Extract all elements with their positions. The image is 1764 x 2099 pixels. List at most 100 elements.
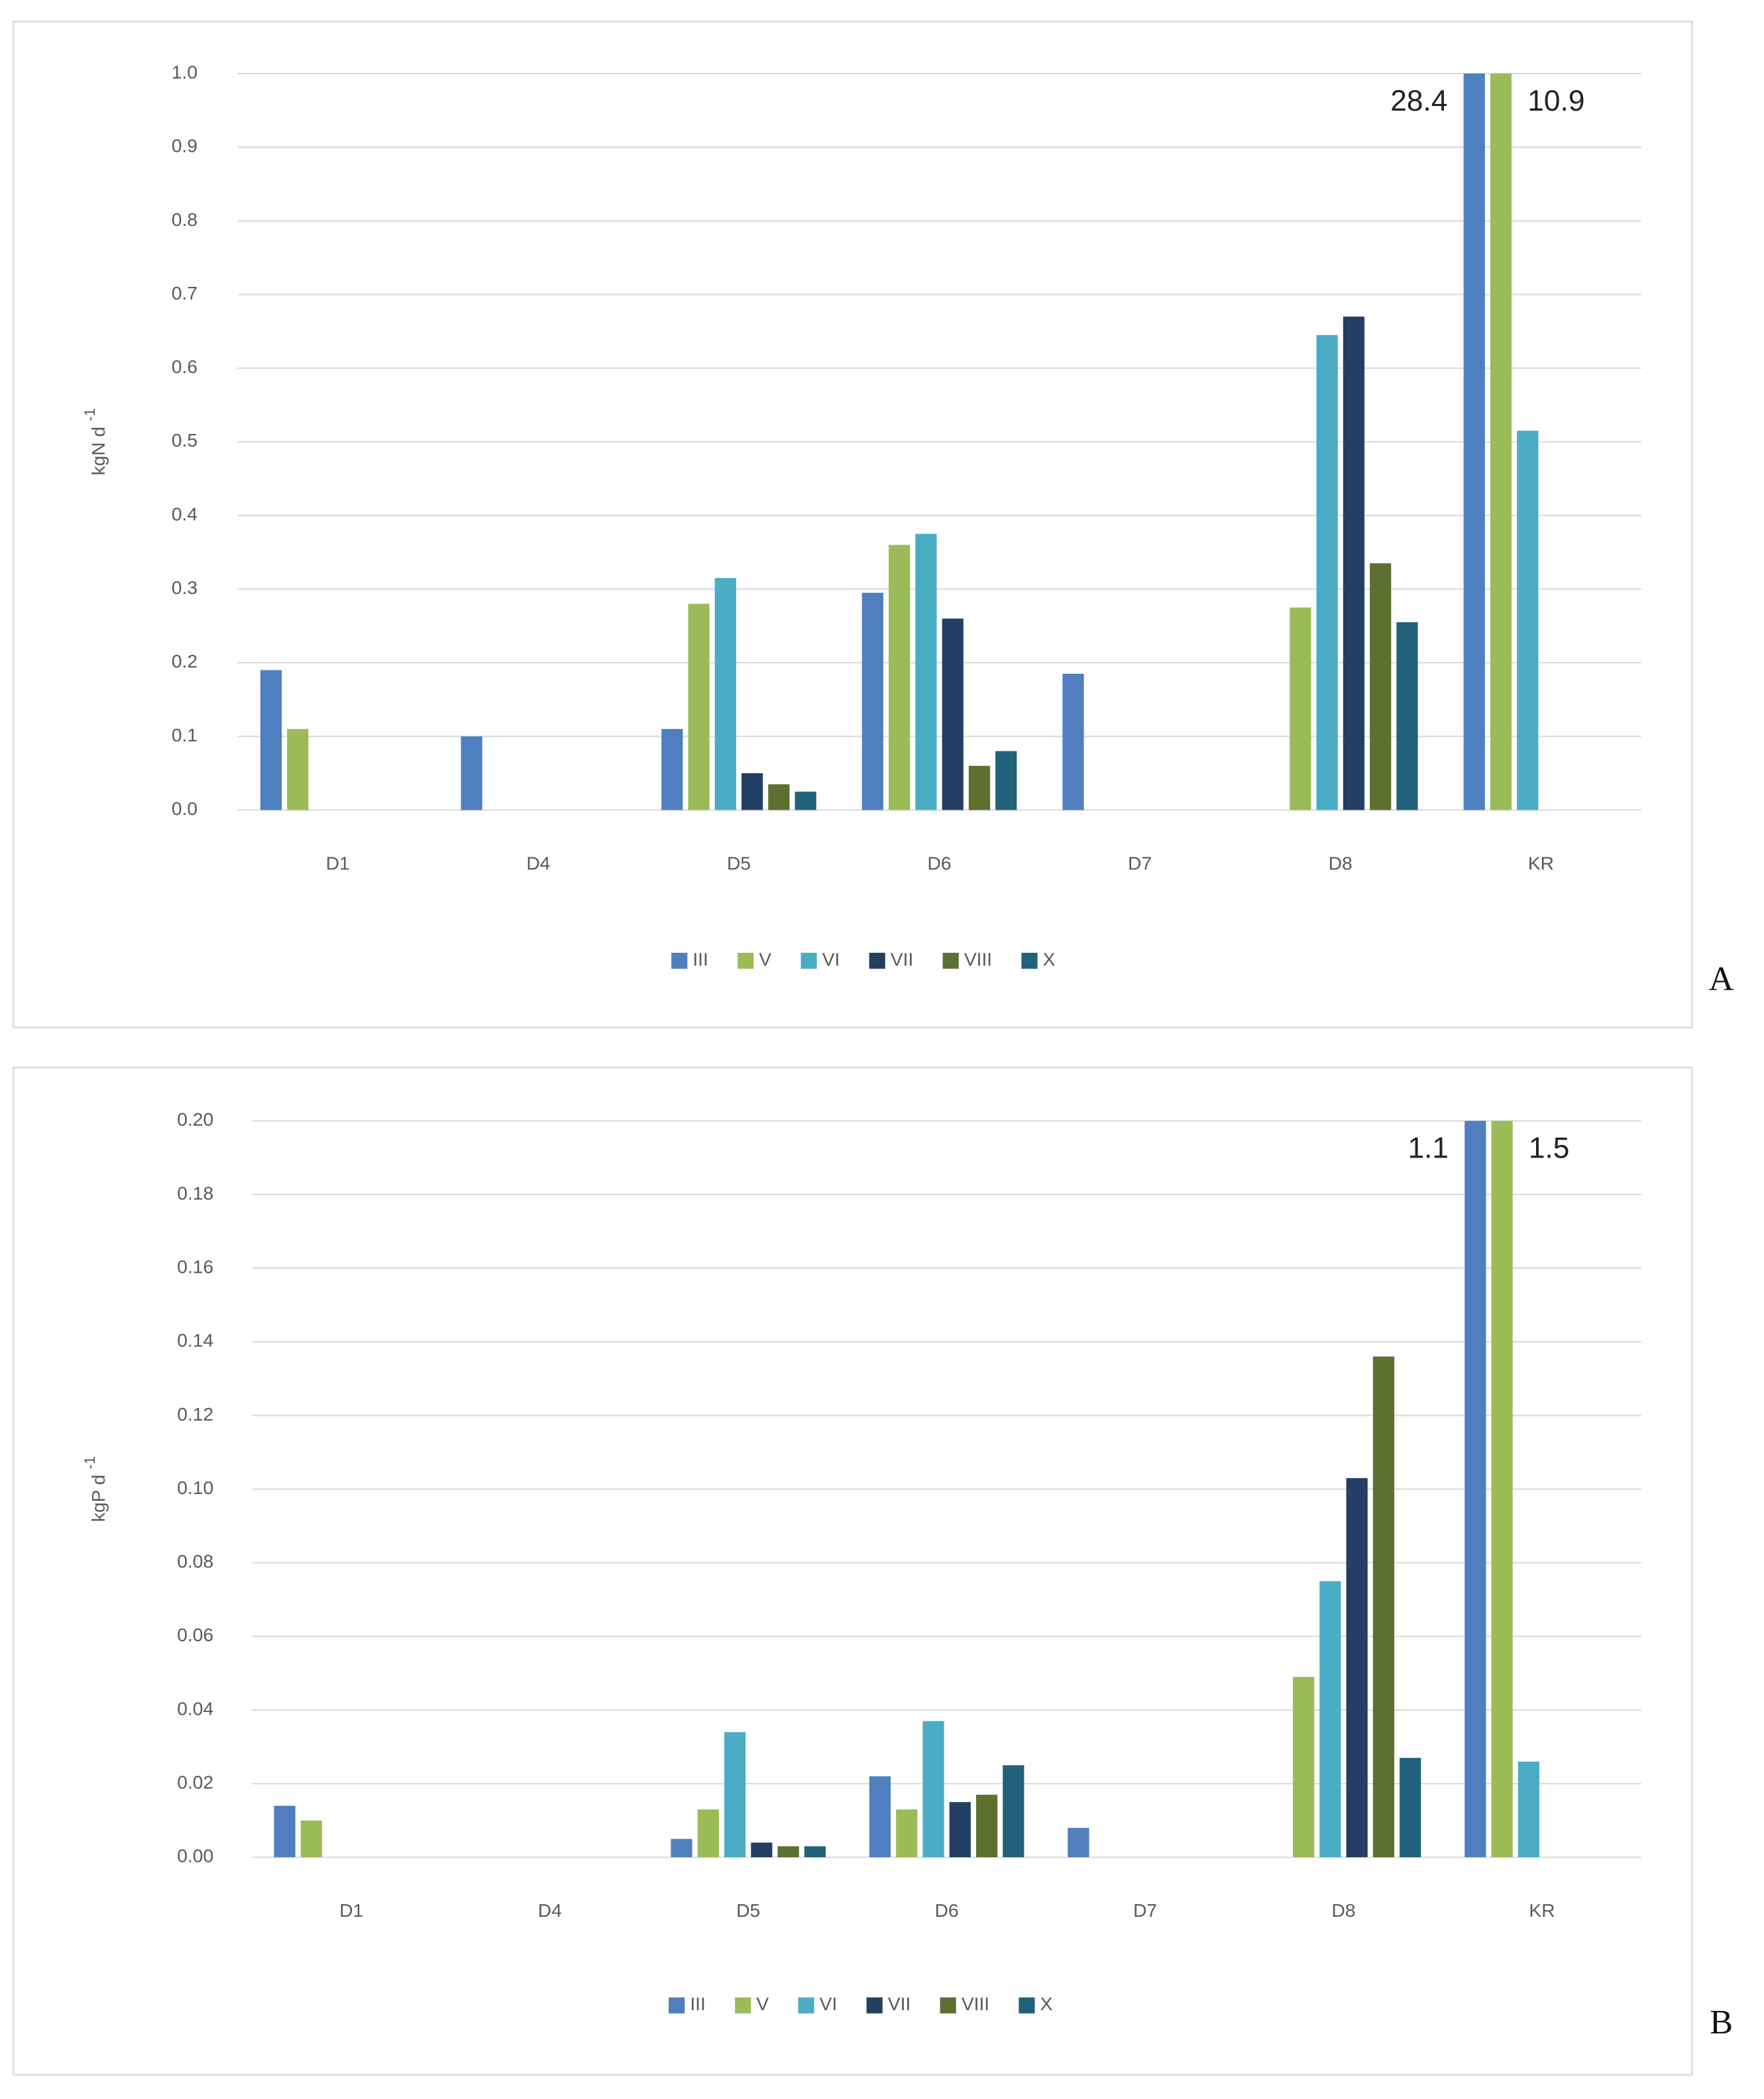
bar — [915, 533, 937, 810]
y-tick-label: 0.7 — [172, 282, 197, 303]
y-tick-label: 0.1 — [172, 724, 197, 745]
legend-label: X — [1040, 1993, 1053, 2014]
y-tick-label: 0.12 — [177, 1403, 213, 1425]
y-tick-label: 0.02 — [177, 1772, 213, 1793]
legend: III V VI VII VIII X — [671, 949, 1056, 970]
legend-swatch — [735, 1997, 751, 2014]
bars — [260, 74, 1539, 810]
x-tick-label: KR — [1529, 1900, 1555, 1921]
bar — [1517, 1761, 1539, 1858]
bar — [671, 1839, 692, 1858]
y-tick-label: 0.8 — [172, 209, 197, 230]
legend-swatch — [800, 953, 817, 969]
data-label: 1.5 — [1529, 1132, 1570, 1165]
bar — [768, 784, 790, 810]
legend-label: VI — [820, 1993, 838, 2014]
bar — [804, 1846, 826, 1858]
x-tick-label: D6 — [935, 1900, 959, 1921]
chart: 0.0 0.1 0.2 0.3 0.4 0.5 0.6 0.7 0.8 0.9 1.0 kgN d -1… — [12, 21, 1734, 1028]
bar — [741, 773, 763, 810]
bar — [896, 1809, 918, 1858]
x-tick-label: D8 — [1329, 853, 1352, 874]
bar — [922, 1721, 944, 1858]
y-tick-label: 0.10 — [177, 1477, 213, 1498]
x-tick-label: D7 — [1133, 1900, 1157, 1921]
x-tick-label: D5 — [736, 1900, 760, 1921]
x-tick-label: D6 — [928, 853, 952, 874]
bar — [1491, 1120, 1513, 1858]
legend-swatch — [866, 1997, 883, 2014]
legend-swatch — [798, 1997, 814, 2014]
bar — [661, 729, 683, 810]
legend: III V VI VII VIII X — [669, 1993, 1053, 2014]
bar — [751, 1843, 773, 1858]
chart: 0.00 0.02 0.04 0.06 0.08 0.10 0.12 0.14 0.16 0.18… — [12, 1066, 1733, 2076]
legend-label: VI — [822, 949, 840, 970]
legend-swatch — [869, 953, 885, 969]
chart-frame — [12, 1066, 1693, 2076]
y-tick-label: 0.3 — [172, 577, 197, 598]
x-tick-label: D5 — [727, 853, 751, 874]
bar — [287, 729, 309, 810]
bar — [995, 751, 1017, 810]
x-tick-label: D4 — [526, 853, 550, 874]
y-tick-label: 0.20 — [177, 1108, 213, 1130]
legend-swatch — [738, 953, 754, 969]
legend-label: VII — [891, 949, 913, 970]
y-tick-label: 0.00 — [177, 1845, 213, 1866]
bar — [795, 791, 816, 810]
legend-label: VIII — [962, 1993, 989, 2014]
panel-label: B — [1710, 2003, 1733, 2041]
bar — [300, 1820, 323, 1858]
legend-label: III — [690, 1993, 706, 2014]
y-tick-label: 0.5 — [172, 429, 197, 451]
legend-label: V — [759, 949, 771, 970]
bar — [714, 578, 736, 810]
y-axis-label: kgN d -1 — [82, 408, 109, 475]
bar — [1396, 622, 1418, 810]
bar — [1293, 1676, 1315, 1858]
x-tick-label: D8 — [1332, 1900, 1356, 1921]
bar — [1062, 673, 1084, 810]
legend-swatch — [1021, 953, 1038, 969]
bar — [461, 736, 482, 810]
data-label: 28.4 — [1390, 85, 1447, 117]
bar — [1517, 431, 1539, 810]
bar — [949, 1802, 971, 1858]
legend-swatch — [669, 1997, 685, 2014]
bar — [869, 1776, 891, 1858]
bar — [260, 670, 282, 810]
y-axis-label-superscript: -1 — [82, 1456, 98, 1470]
legend-label: VIII — [964, 949, 992, 970]
bar — [1316, 335, 1338, 810]
y-tick-label: 0.06 — [177, 1624, 213, 1645]
bar — [688, 604, 710, 810]
bar — [1003, 1765, 1024, 1858]
legend-label: V — [756, 1993, 769, 2014]
data-label: 1.1 — [1408, 1132, 1449, 1165]
bar — [1319, 1581, 1341, 1858]
legend-label: III — [692, 949, 708, 970]
bar — [968, 765, 991, 810]
y-axis-label-superscript: -1 — [82, 408, 98, 421]
bar — [697, 1809, 719, 1858]
legend-swatch — [671, 953, 688, 969]
bar — [724, 1732, 746, 1858]
y-tick-label: 0.08 — [177, 1550, 213, 1572]
panel-label: A — [1709, 959, 1734, 998]
y-tick-label: 0.14 — [177, 1330, 213, 1351]
legend-label: X — [1043, 949, 1056, 970]
bar — [889, 545, 910, 810]
bar — [1346, 1478, 1368, 1858]
bar — [1463, 74, 1485, 810]
x-tick-label: KR — [1528, 853, 1554, 874]
bar — [861, 592, 884, 810]
y-tick-label: 0.2 — [172, 651, 197, 672]
y-tick-label: 0.6 — [172, 356, 197, 377]
y-tick-label: 0.04 — [177, 1697, 213, 1719]
bar — [1068, 1827, 1089, 1858]
y-tick-label: 0.9 — [172, 135, 197, 156]
data-label: 10.9 — [1527, 85, 1584, 117]
y-axis-label-text: kgP d — [87, 1475, 109, 1523]
